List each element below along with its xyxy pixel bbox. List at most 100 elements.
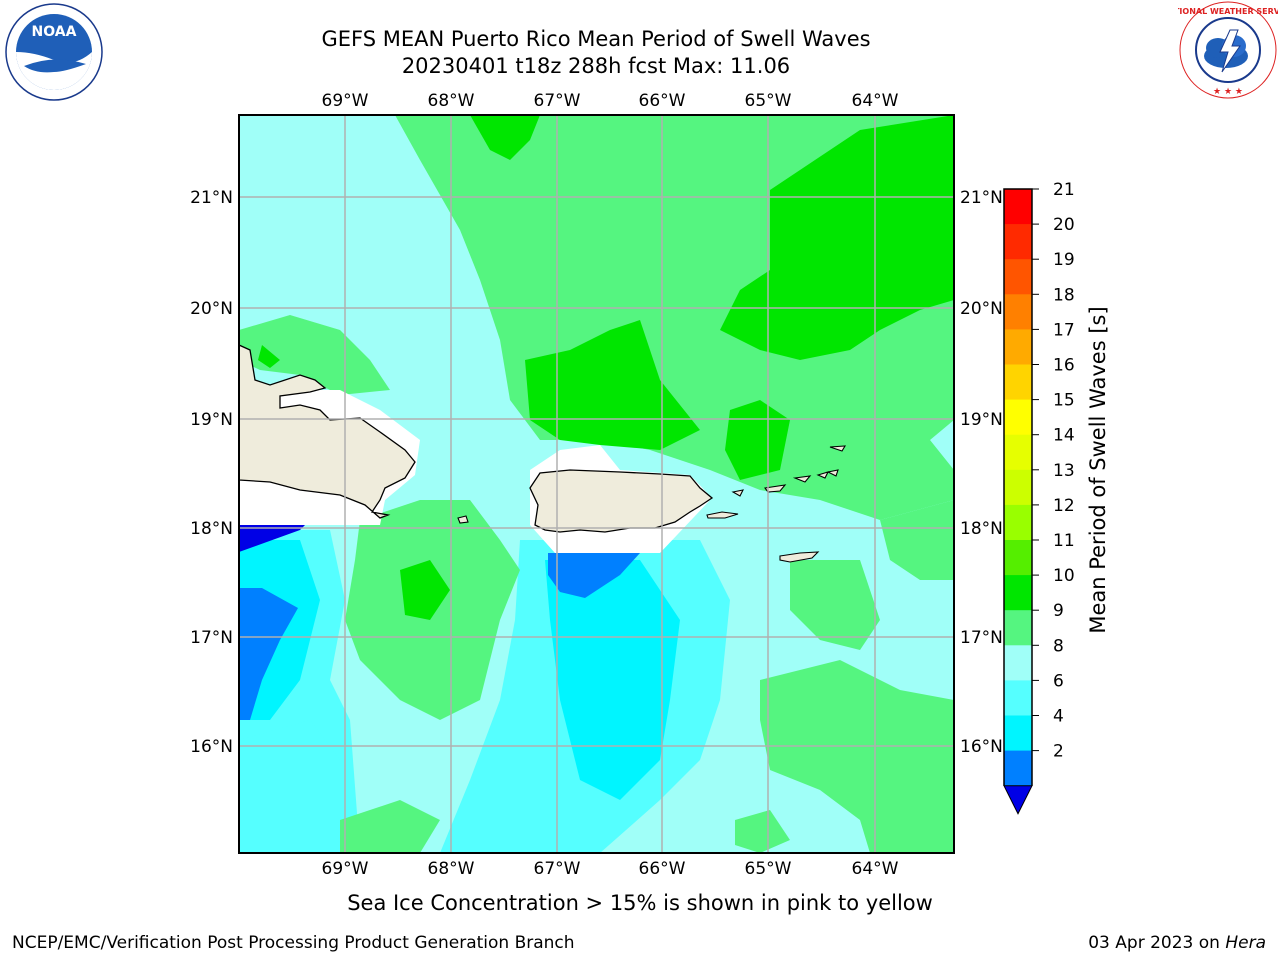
lat-label: 21°N: [960, 188, 1003, 208]
chart-subtitle: 20230401 t18z 288h fcst Max: 11.06: [401, 54, 791, 78]
noaa-logo: NOAA: [5, 3, 103, 101]
lon-label: 69°W: [322, 91, 369, 111]
colorbar-segment: [1004, 715, 1032, 752]
lon-label: 68°W: [428, 859, 475, 879]
land-virgin-islands: [731, 445, 847, 497]
colorbar-segment: [1004, 224, 1032, 260]
field-9-10-south-strip: [340, 800, 440, 853]
colorbar-tick-label: 2: [1053, 742, 1064, 762]
lat-label: 18°N: [190, 519, 233, 539]
footer-branch: NCEP/EMC/Verification Post Processing Pr…: [12, 933, 575, 953]
colorbar-tick-label: 6: [1053, 671, 1064, 691]
lat-label: 19°N: [960, 410, 1003, 430]
lat-label: 19°N: [190, 410, 233, 430]
colorbar-tick-label: 14: [1053, 426, 1075, 446]
colorbar-label: Mean Period of Swell Waves [s]: [1086, 306, 1110, 633]
colorbar-tick-label: 12: [1053, 496, 1075, 516]
field-10-11-nw: [258, 345, 280, 368]
colorbar-segment: [1004, 189, 1032, 225]
colorbar-segment: [1004, 364, 1032, 401]
lat-label: 16°N: [960, 737, 1003, 757]
sea-ice-note: Sea Ice Concentration > 15% is shown in …: [347, 891, 933, 915]
colorbar-segment: [1004, 645, 1032, 681]
lon-label: 65°W: [745, 859, 792, 879]
lat-label: 18°N: [960, 519, 1003, 539]
lon-label: 68°W: [428, 91, 475, 111]
colorbar-segment: [1004, 610, 1032, 646]
colorbar-tick-label: 21: [1053, 180, 1075, 200]
field-2-4-south-pr: [548, 553, 640, 598]
colorbar-tick-label: 18: [1053, 285, 1075, 305]
colorbar-tick-label: 15: [1053, 391, 1075, 411]
lon-label: 64°W: [852, 859, 899, 879]
lon-label: 66°W: [639, 91, 686, 111]
lat-label: 21°N: [190, 188, 233, 208]
colorbar-segment: [1004, 680, 1032, 716]
lon-label: 69°W: [322, 859, 369, 879]
colorbar-tick-label: 13: [1053, 461, 1075, 481]
lat-label: 20°N: [190, 299, 233, 319]
noaa-logo-text: NOAA: [32, 24, 77, 40]
field-9-10-east-mid: [790, 560, 880, 650]
lat-label: 16°N: [190, 737, 233, 757]
lon-label: 66°W: [639, 859, 686, 879]
colorbar-segment: [1004, 399, 1032, 436]
land-hispaniola: [239, 344, 416, 519]
colorbar-tick-label: 10: [1053, 566, 1075, 586]
colorbar-tick-label: 8: [1053, 636, 1064, 656]
field-10-11-east: [725, 400, 790, 480]
colorbar-segment: [1004, 469, 1032, 506]
colorbar-segment: [1004, 540, 1032, 576]
colorbar-segment: [1004, 294, 1032, 330]
field-9-10-small-south: [735, 810, 790, 853]
field-4-6-core: [545, 560, 680, 800]
field-2-4-west: [239, 588, 298, 720]
footer-date: 03 Apr 2023 on Hera: [1088, 933, 1266, 953]
colorbar-tick-label: 4: [1053, 707, 1064, 727]
lat-label: 17°N: [960, 628, 1003, 648]
land-mona: [457, 515, 469, 524]
colorbar-segment: [1004, 750, 1032, 787]
lat-labels-left: 21°N 20°N 19°N 18°N 17°N 16°N: [190, 188, 233, 757]
nws-logo-text: NATIONAL WEATHER SERVICE: [1178, 7, 1278, 16]
colorbar-segment: [1004, 259, 1032, 295]
gridlines: [239, 115, 954, 853]
land-vieques: [706, 511, 739, 519]
colorbar-tick-label: 17: [1053, 320, 1075, 340]
field-9-10-north-west: [239, 315, 390, 395]
footer-host: Hera: [1225, 933, 1266, 953]
nws-logo-stars: ★ ★ ★: [1213, 87, 1243, 97]
field-10-11-south: [400, 560, 450, 620]
colorbar-segment: [1004, 434, 1032, 471]
map-fields: [239, 115, 954, 853]
colorbar-tick-label: 16: [1053, 356, 1075, 376]
lon-label: 65°W: [745, 91, 792, 111]
colorbar-segment: [1004, 329, 1032, 365]
colorbar-tick-label: 11: [1053, 531, 1075, 551]
field-9-10-east-edge: [880, 500, 954, 580]
nws-logo: NATIONAL WEATHER SERVICE ★ ★ ★: [1178, 1, 1278, 99]
field-6-8-west: [239, 720, 340, 853]
colorbar-under-arrow: [1003, 785, 1033, 815]
colorbar-frame: [1003, 188, 1033, 786]
field-9-10-southeast: [760, 660, 954, 853]
lon-labels-top: 69°W 68°W 67°W 66°W 65°W 64°W: [322, 91, 899, 111]
lat-label: 20°N: [960, 299, 1003, 319]
colorbar-tick-label: 9: [1053, 601, 1064, 621]
chart-title: GEFS MEAN Puerto Rico Mean Period of Swe…: [321, 27, 871, 51]
colorbar-segment: [1004, 575, 1032, 611]
field-10-11-center: [525, 320, 700, 450]
lon-labels-bottom: 69°W 68°W 67°W 66°W 65°W 64°W: [322, 859, 899, 879]
lon-label: 64°W: [852, 91, 899, 111]
colorbar-segment: [1004, 504, 1032, 541]
footer-date-text: 03 Apr 2023 on: [1088, 933, 1220, 953]
colorbar-tick-label: 19: [1053, 250, 1075, 270]
map-frame: [238, 114, 955, 854]
lon-label: 67°W: [534, 859, 581, 879]
field-10-11-northeast: [720, 115, 954, 360]
colorbar-tick-label: 20: [1053, 215, 1075, 235]
lon-label: 67°W: [534, 91, 581, 111]
land-puerto-rico: [529, 469, 714, 533]
lat-label: 17°N: [190, 628, 233, 648]
